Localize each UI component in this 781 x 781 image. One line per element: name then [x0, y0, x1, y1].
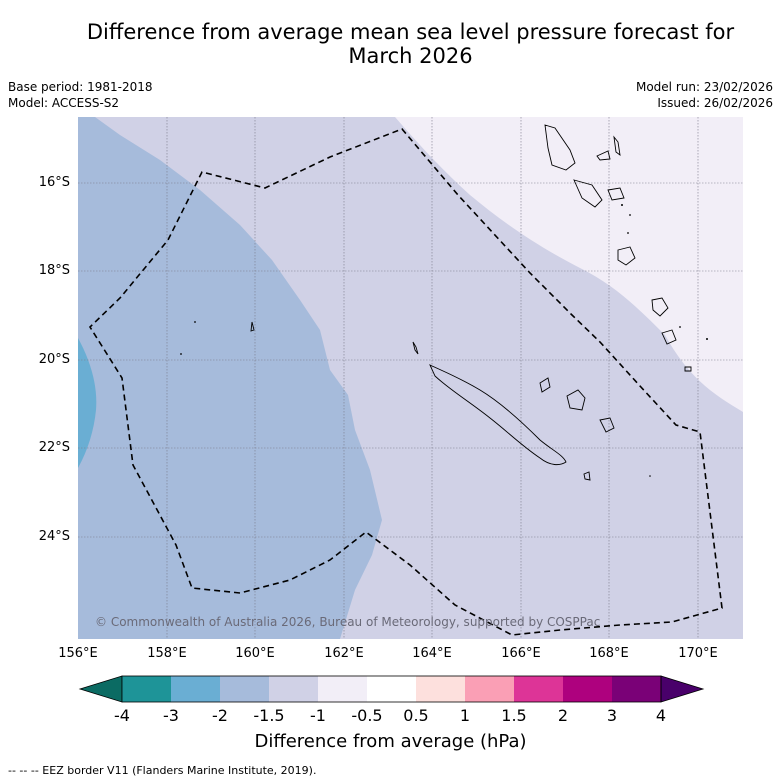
- colorbar-tick-label: -1: [310, 706, 326, 725]
- colorbar-tick-label: 3: [606, 706, 618, 725]
- colorbar-tick-label: 4: [655, 706, 667, 725]
- colorbar-segment: [514, 676, 563, 702]
- metadata-right: Model run: 23/02/2026 Issued: 26/02/2026: [636, 79, 773, 111]
- colorbar-tick-label: 2: [557, 706, 569, 725]
- colorbar-extend-low: [78, 675, 123, 703]
- colorbar-segment: [612, 676, 661, 702]
- small-islets: [180, 204, 708, 477]
- lon-label-170e: 170°E: [678, 646, 718, 661]
- anomaly-region-minus3-to-minus2: [78, 338, 97, 468]
- lat-label-16s: 16°S: [38, 175, 70, 190]
- colorbar-title: Difference from average (hPa): [254, 731, 527, 752]
- colorbar-segment: [416, 676, 465, 702]
- island-pines: [583, 471, 591, 481]
- island-lifou: [566, 389, 586, 411]
- island-malakula: [573, 179, 603, 208]
- island-aneityum: [684, 366, 692, 372]
- copyright-text: © Commonwealth of Australia 2026, Bureau…: [95, 615, 601, 629]
- colorbar-tick-label: -0.5: [351, 706, 383, 725]
- anomaly-region-minus2-to-minus1p5: [78, 117, 382, 639]
- model-text: Model: ACCESS-S2: [8, 96, 120, 110]
- lon-label-168e: 168°E: [589, 646, 629, 661]
- colorbar-segment: [269, 676, 318, 702]
- colorbar: [78, 675, 705, 703]
- lon-label-158e: 158°E: [147, 646, 187, 661]
- island-chesterfield: [250, 321, 255, 332]
- colorbar-tick-label: -2: [212, 706, 228, 725]
- colorbar-segment: [465, 676, 514, 702]
- title-line-2: March 2026: [348, 44, 473, 68]
- map-title: Difference from average mean sea level p…: [40, 20, 781, 68]
- map-content: [78, 117, 743, 639]
- lat-label-20s: 20°S: [38, 352, 70, 367]
- coastlines: [250, 124, 692, 481]
- new-caledonia-island: [429, 364, 567, 466]
- colorbar-outline: [121, 675, 662, 703]
- colorbar-segment: [318, 676, 367, 702]
- colorbar-tick-label: -1.5: [253, 706, 285, 725]
- anomaly-region-minus1-to-minus0p5: [395, 117, 743, 412]
- island-epi: [607, 187, 625, 201]
- island-tanna: [661, 329, 677, 345]
- lon-label-162e: 162°E: [324, 646, 364, 661]
- graticule: [78, 117, 743, 639]
- lat-label-22s: 22°S: [38, 440, 70, 455]
- colorbar-extend-high: [660, 675, 705, 703]
- colorbar-tick-label: 0.5: [403, 706, 429, 725]
- model-run-text: Model run: 23/02/2026: [635, 80, 773, 94]
- eez-legend-note: -- -- -- EEZ border V11 (Flanders Marine…: [8, 764, 317, 777]
- lat-label-24s: 24°S: [38, 529, 70, 544]
- colorbar-tick-label: 1: [459, 706, 471, 725]
- colorbar-segment: [220, 676, 269, 702]
- lon-label-166e: 166°E: [501, 646, 541, 661]
- island-ouvea: [539, 377, 551, 393]
- lat-label-18s: 18°S: [38, 263, 70, 278]
- lon-label-156e: 156°E: [58, 646, 98, 661]
- eez-border: [88, 128, 723, 636]
- island-espiritu-santo: [544, 124, 576, 171]
- island-belep: [412, 341, 419, 355]
- island-erromango: [651, 297, 669, 317]
- colorbar-tick-label: -3: [163, 706, 179, 725]
- title-line-1: Difference from average mean sea level p…: [86, 20, 735, 44]
- colorbar-segment: [563, 676, 612, 702]
- colorbar-segment: [171, 676, 220, 702]
- island-efate: [617, 246, 636, 266]
- colorbar-tick-label: -4: [114, 706, 130, 725]
- colorbar-tick-label: 1.5: [501, 706, 527, 725]
- lon-label-164e: 164°E: [412, 646, 452, 661]
- island-mare: [599, 417, 615, 433]
- colorbar-segment: [122, 676, 171, 702]
- metadata-left: Base period: 1981-2018 Model: ACCESS-S2: [8, 79, 153, 111]
- issued-text: Issued: 26/02/2026: [657, 96, 773, 110]
- lon-label-160e: 160°E: [235, 646, 275, 661]
- base-period-text: Base period: 1981-2018: [8, 80, 153, 94]
- island-ambae: [596, 150, 611, 161]
- island-maewo: [613, 135, 621, 157]
- colorbar-segment: [367, 676, 416, 702]
